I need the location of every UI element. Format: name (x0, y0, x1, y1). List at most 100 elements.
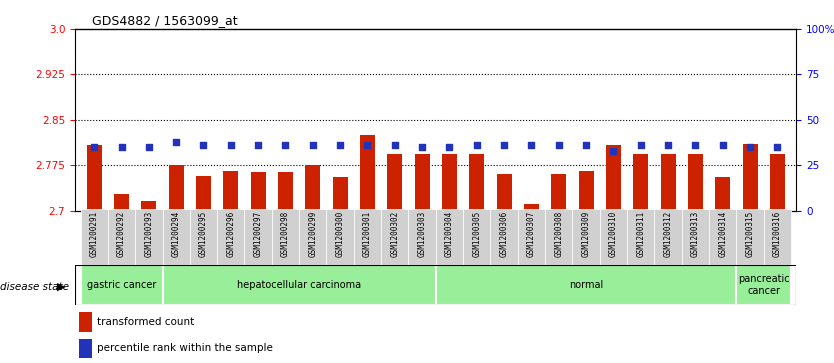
Bar (163, 265, 435, 305)
Bar (414, 154, 430, 211)
Text: GSM1200304: GSM1200304 (445, 211, 454, 257)
Point (115, 144, 128, 150)
Bar (333, 177, 348, 211)
Point (716, 142, 730, 148)
Point (580, 142, 593, 148)
Point (415, 144, 429, 150)
Bar (190, 209, 217, 265)
Bar (435, 265, 736, 305)
Point (197, 142, 210, 148)
Bar (326, 209, 354, 265)
Bar (442, 154, 457, 211)
Point (606, 148, 620, 154)
Text: GSM1200306: GSM1200306 (500, 211, 509, 257)
Bar (463, 209, 490, 265)
Point (169, 139, 183, 144)
Text: GSM1200294: GSM1200294 (172, 211, 181, 257)
Bar (78, 339, 92, 359)
Text: ▶: ▶ (57, 282, 65, 292)
Point (525, 142, 538, 148)
Text: GSM1200310: GSM1200310 (609, 211, 618, 257)
Bar (551, 174, 566, 211)
Bar (490, 209, 518, 265)
Text: hepatocellular carcinoma: hepatocellular carcinoma (237, 280, 361, 290)
Point (252, 142, 265, 148)
Bar (114, 193, 129, 211)
Text: transformed count: transformed count (97, 317, 194, 327)
Text: disease state: disease state (0, 282, 69, 292)
Bar (688, 154, 703, 211)
Point (470, 142, 484, 148)
Text: GSM1200311: GSM1200311 (636, 211, 646, 257)
Bar (736, 265, 791, 305)
Bar (627, 209, 655, 265)
Bar (742, 144, 757, 211)
Point (497, 142, 510, 148)
Text: GDS4882 / 1563099_at: GDS4882 / 1563099_at (92, 15, 238, 28)
Text: GSM1200291: GSM1200291 (90, 211, 98, 257)
Point (142, 144, 155, 150)
Point (334, 142, 347, 148)
Bar (217, 209, 244, 265)
Bar (435, 209, 463, 265)
Bar (545, 209, 572, 265)
Point (306, 142, 319, 148)
Bar (251, 172, 266, 211)
Text: GSM1200297: GSM1200297 (254, 211, 263, 257)
Bar (360, 135, 375, 211)
Text: pancreatic
cancer: pancreatic cancer (738, 274, 790, 296)
Bar (655, 209, 681, 265)
Text: GSM1200305: GSM1200305 (472, 211, 481, 257)
Point (552, 142, 565, 148)
Text: GSM1200299: GSM1200299 (309, 211, 317, 257)
Point (689, 142, 702, 148)
Bar (224, 171, 239, 211)
Bar (354, 209, 381, 265)
Bar (196, 176, 211, 211)
Bar (141, 201, 156, 211)
Point (771, 144, 784, 150)
Bar (163, 209, 190, 265)
Text: GSM1200296: GSM1200296 (226, 211, 235, 257)
Bar (299, 209, 326, 265)
Bar (381, 209, 409, 265)
Bar (518, 209, 545, 265)
Text: GSM1200312: GSM1200312 (664, 211, 672, 257)
Text: GSM1200300: GSM1200300 (335, 211, 344, 257)
Point (661, 142, 675, 148)
Point (743, 144, 756, 150)
Text: percentile rank within the sample: percentile rank within the sample (97, 343, 273, 353)
Bar (78, 312, 92, 332)
Bar (709, 209, 736, 265)
Text: GSM1200309: GSM1200309 (581, 211, 590, 257)
Bar (716, 177, 731, 211)
Point (279, 142, 292, 148)
Text: GSM1200298: GSM1200298 (281, 211, 290, 257)
Bar (770, 154, 785, 211)
Bar (81, 209, 108, 265)
Text: GSM1200316: GSM1200316 (773, 211, 781, 257)
Bar (681, 209, 709, 265)
Bar (736, 209, 764, 265)
Bar (496, 174, 511, 211)
Bar (278, 172, 293, 211)
Text: gastric cancer: gastric cancer (87, 280, 156, 290)
Text: GSM1200301: GSM1200301 (363, 211, 372, 257)
Bar (272, 209, 299, 265)
Text: GSM1200303: GSM1200303 (418, 211, 427, 257)
Bar (600, 209, 627, 265)
Text: GSM1200293: GSM1200293 (144, 211, 153, 257)
Bar (605, 145, 620, 211)
Text: GSM1200302: GSM1200302 (390, 211, 399, 257)
Text: GSM1200315: GSM1200315 (746, 211, 755, 257)
Point (634, 142, 647, 148)
Text: GSM1200314: GSM1200314 (718, 211, 727, 257)
Point (388, 142, 401, 148)
Text: GSM1200292: GSM1200292 (117, 211, 126, 257)
Bar (409, 209, 435, 265)
Bar (305, 165, 320, 211)
Bar (87, 145, 102, 211)
Text: GSM1200308: GSM1200308 (555, 211, 563, 257)
Text: GSM1200295: GSM1200295 (199, 211, 208, 257)
Bar (244, 209, 272, 265)
